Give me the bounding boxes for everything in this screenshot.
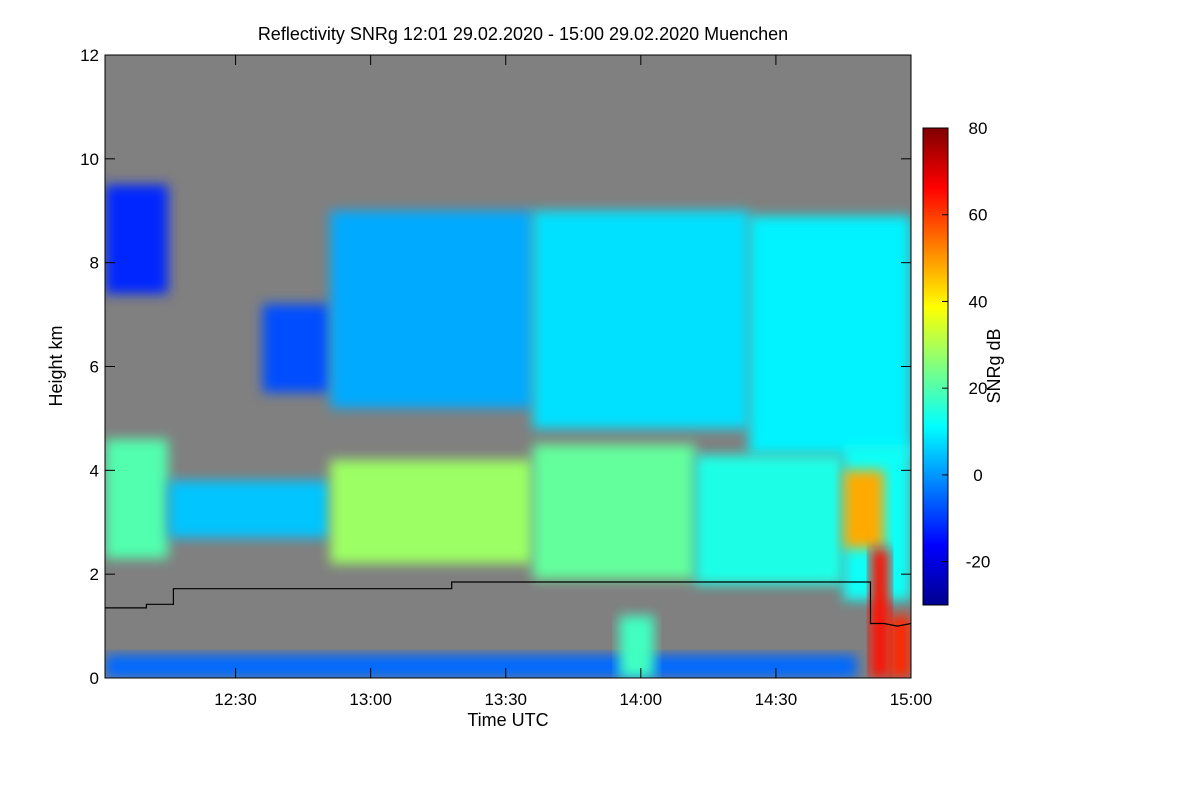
y-tick-label: 8 bbox=[90, 254, 99, 273]
echo-region bbox=[748, 215, 911, 455]
colorbar-tick-label: 40 bbox=[969, 292, 988, 311]
y-tick-label: 10 bbox=[80, 150, 99, 169]
echo-region bbox=[262, 304, 331, 393]
echo-region bbox=[330, 210, 533, 409]
x-tick-label: 12:30 bbox=[214, 690, 257, 709]
colorbar-tick-label: 80 bbox=[969, 119, 988, 138]
x-tick-label: 14:00 bbox=[620, 690, 663, 709]
colorbar-tick-label: -20 bbox=[966, 553, 991, 572]
y-tick-label: 0 bbox=[90, 669, 99, 688]
y-axis-label: Height km bbox=[46, 325, 66, 406]
echo-region bbox=[843, 470, 884, 549]
y-tick-label: 12 bbox=[80, 46, 99, 65]
echo-region bbox=[105, 654, 857, 678]
echo-region bbox=[870, 548, 890, 678]
echo-region bbox=[330, 459, 533, 564]
colorbar-label: SNRg dB bbox=[984, 328, 1004, 403]
echo-region bbox=[105, 439, 168, 559]
y-tick-label: 2 bbox=[90, 565, 99, 584]
colorbar-tick-label: 60 bbox=[969, 206, 988, 225]
height-line bbox=[105, 581, 911, 627]
echo-region bbox=[889, 615, 911, 678]
x-tick-label: 15:00 bbox=[890, 690, 933, 709]
x-tick-label: 14:30 bbox=[755, 690, 798, 709]
echo-region bbox=[532, 444, 695, 580]
echo-region bbox=[694, 454, 844, 585]
y-tick-label: 4 bbox=[90, 461, 99, 480]
echo-region bbox=[168, 480, 331, 538]
echo-region bbox=[619, 615, 655, 678]
x-tick-label: 13:30 bbox=[484, 690, 527, 709]
echo-region bbox=[532, 210, 749, 429]
colorbar-tick-label: 0 bbox=[973, 466, 982, 485]
echo-region bbox=[105, 184, 168, 294]
x-tick-label: 13:00 bbox=[349, 690, 392, 709]
colorbar bbox=[922, 127, 949, 606]
y-tick-label: 6 bbox=[90, 358, 99, 377]
colorbar-tick-label: 20 bbox=[969, 379, 988, 398]
chart-title: Reflectivity SNRg 12:01 29.02.2020 - 15:… bbox=[258, 24, 788, 44]
x-axis-label: Time UTC bbox=[467, 710, 548, 730]
